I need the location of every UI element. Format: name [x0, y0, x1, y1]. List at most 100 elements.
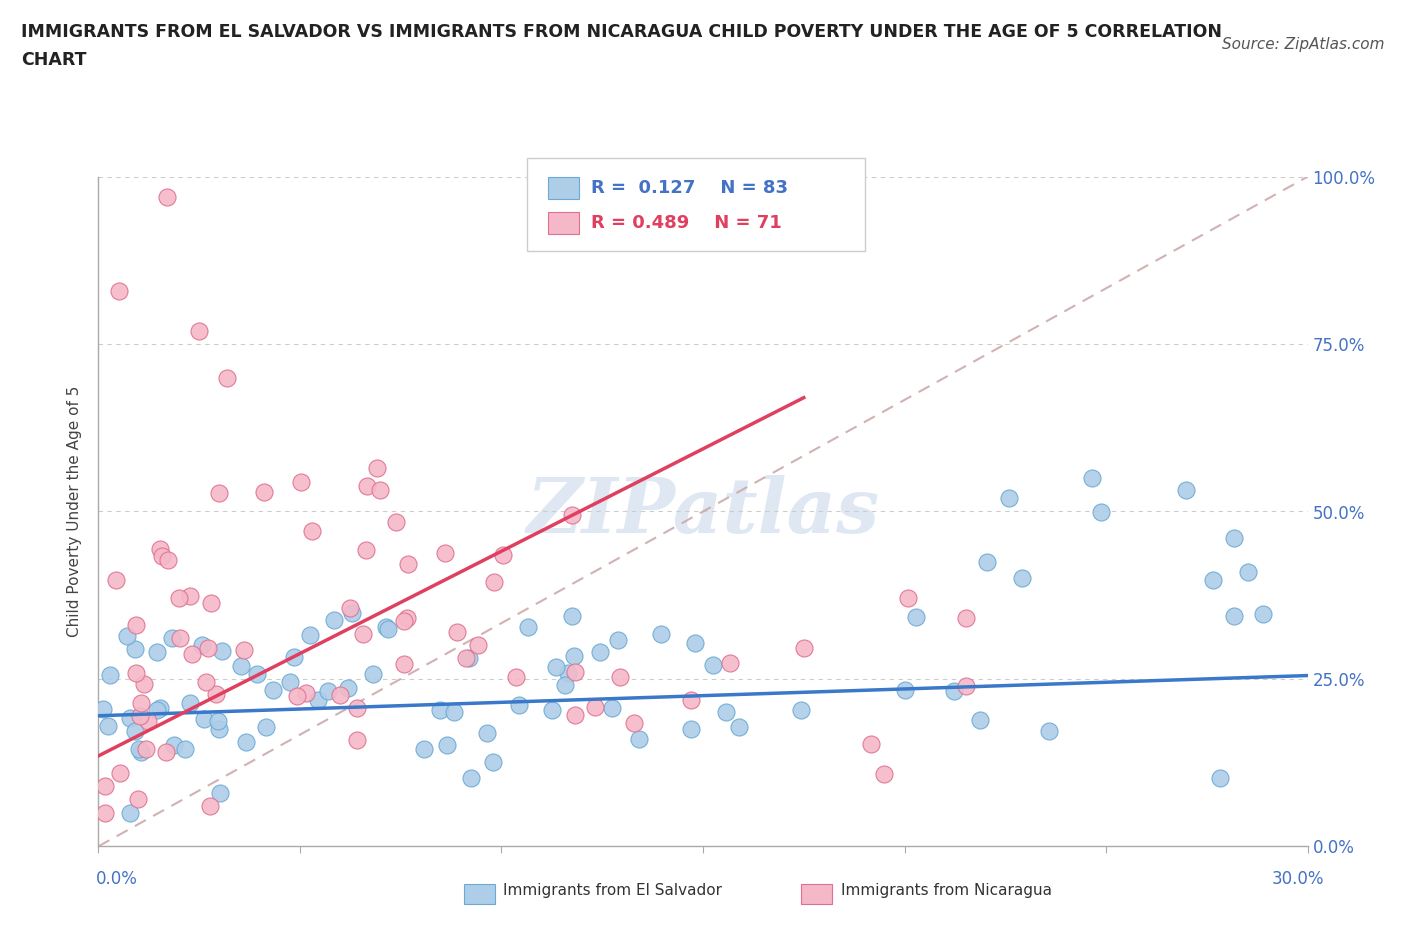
Point [859, 737, 882, 751]
Point [467, 637, 489, 652]
Point [167, 591, 190, 605]
Text: R =  0.127    N = 83: R = 0.127 N = 83 [591, 179, 787, 197]
Point [873, 766, 896, 781]
Point [125, 618, 148, 633]
Point [163, 737, 186, 752]
Text: R = 0.489    N = 71: R = 0.489 N = 71 [591, 214, 782, 232]
Point [246, 667, 269, 682]
Point [254, 720, 277, 735]
Point [1090, 504, 1112, 519]
Point [217, 370, 239, 385]
Point [132, 677, 155, 692]
Point [235, 735, 257, 750]
Point [650, 627, 672, 642]
Point [129, 696, 152, 711]
Point [262, 683, 284, 698]
Point [718, 656, 741, 671]
Point [685, 635, 707, 650]
Point [337, 681, 360, 696]
Point [955, 679, 977, 694]
Point [136, 713, 159, 728]
Point [179, 589, 201, 604]
Point [385, 514, 408, 529]
Point [352, 626, 374, 641]
Point [492, 548, 515, 563]
Point [436, 737, 458, 752]
Point [1237, 565, 1260, 579]
Point [208, 785, 231, 800]
Point [127, 792, 149, 807]
Point [446, 625, 468, 640]
Point [561, 608, 583, 623]
Point [1175, 482, 1198, 497]
Point [394, 657, 416, 671]
Point [475, 725, 498, 740]
Point [278, 674, 301, 689]
Point [1202, 573, 1225, 588]
Point [156, 190, 179, 205]
Point [361, 667, 384, 682]
Point [194, 674, 217, 689]
Point [118, 805, 141, 820]
Point [105, 572, 128, 587]
Point [301, 524, 323, 538]
Point [295, 685, 318, 700]
Point [413, 741, 436, 756]
Point [897, 591, 920, 605]
Point [115, 629, 138, 644]
Point [541, 703, 564, 718]
Point [1223, 531, 1246, 546]
Point [108, 765, 131, 780]
Point [482, 754, 505, 769]
Point [339, 601, 361, 616]
Point [94, 778, 117, 793]
Point [564, 664, 586, 679]
Point [205, 686, 228, 701]
Point [609, 670, 631, 684]
Point [150, 549, 173, 564]
Point [208, 485, 231, 500]
Point [517, 619, 540, 634]
Point [714, 704, 737, 719]
Text: Immigrants from Nicaragua: Immigrants from Nicaragua [841, 884, 1052, 898]
Point [460, 771, 482, 786]
Text: 30.0%: 30.0% [1272, 870, 1324, 888]
Point [1209, 771, 1232, 786]
Point [200, 799, 222, 814]
Point [790, 702, 813, 717]
Point [433, 545, 456, 560]
Point [1253, 606, 1275, 621]
Y-axis label: Child Poverty Under the Age of 5: Child Poverty Under the Age of 5 [67, 386, 83, 637]
Point [429, 703, 451, 718]
Point [368, 483, 391, 498]
Point [118, 711, 141, 725]
Point [377, 622, 399, 637]
Point [125, 665, 148, 680]
Point [976, 555, 998, 570]
Point [97, 719, 120, 734]
Point [197, 641, 219, 656]
Point [562, 649, 585, 664]
Point [91, 701, 114, 716]
Point [1038, 724, 1060, 738]
Point [191, 638, 214, 653]
Point [135, 741, 157, 756]
Point [298, 627, 321, 642]
Point [681, 693, 703, 708]
Text: 0.0%: 0.0% [96, 870, 138, 888]
Point [193, 711, 215, 726]
Point [583, 700, 606, 715]
Point [162, 631, 184, 645]
Point [727, 720, 749, 735]
Point [546, 659, 568, 674]
Point [207, 714, 229, 729]
Point [156, 553, 179, 568]
Point [482, 575, 505, 590]
Point [149, 700, 172, 715]
Point [894, 683, 917, 698]
Point [557, 665, 579, 680]
Point [211, 644, 233, 658]
Point [200, 596, 222, 611]
Point [229, 658, 252, 673]
Point [323, 612, 346, 627]
